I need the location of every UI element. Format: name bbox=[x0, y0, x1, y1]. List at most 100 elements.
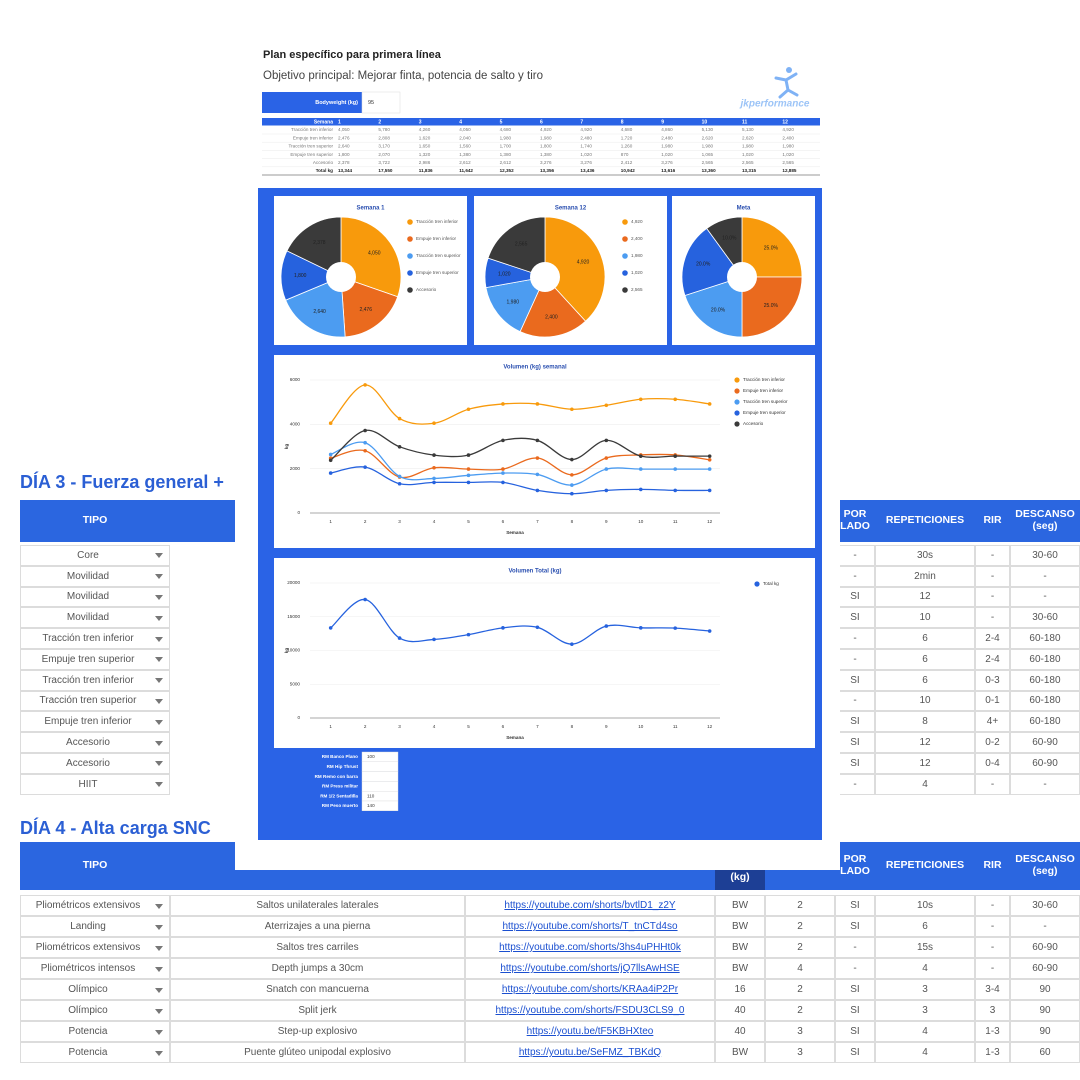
rm-label: RM Hip Thrust bbox=[327, 764, 359, 769]
type-dropdown: Olímpico bbox=[20, 979, 170, 1000]
pie-hole bbox=[326, 262, 356, 292]
table-cell: SI bbox=[835, 916, 875, 937]
table-cell: 3,722 bbox=[378, 160, 390, 165]
table-cell: 6 bbox=[875, 628, 975, 649]
type-dropdown: Pliométricos extensivos bbox=[20, 937, 170, 958]
table-cell: 2,640 bbox=[338, 144, 350, 149]
legend-swatch bbox=[407, 270, 413, 276]
pie-hole bbox=[530, 262, 560, 292]
legend-swatch bbox=[734, 421, 740, 427]
data-point bbox=[328, 452, 333, 457]
data-label: 4,050 bbox=[368, 251, 381, 257]
data-label: 2,378 bbox=[313, 240, 326, 246]
table-cell: 2,378 bbox=[338, 160, 350, 165]
data-point bbox=[397, 416, 402, 421]
table-cell: 12 bbox=[875, 753, 975, 774]
data-point bbox=[432, 637, 436, 642]
legend-swatch bbox=[622, 236, 628, 242]
table-cell: https://youtube.com/shorts/3hs4uPHHt0k bbox=[465, 937, 715, 958]
pie-slice bbox=[519, 276, 587, 338]
legend-swatch bbox=[407, 236, 413, 242]
table-cell: 1,980 bbox=[661, 144, 673, 149]
table-cell: Saltos tres carriles bbox=[170, 937, 465, 958]
legend-swatch bbox=[622, 219, 628, 225]
table-cell: 1,980 bbox=[500, 135, 512, 140]
legend-swatch bbox=[754, 581, 760, 587]
row-label: Total kg bbox=[316, 168, 333, 173]
row-label: Empuje tren inferior bbox=[293, 135, 334, 140]
data-point bbox=[363, 383, 367, 387]
y-tick-label: 20000 bbox=[287, 580, 300, 585]
rm-label: RM Peso muerto bbox=[322, 803, 358, 808]
table-cell: BW bbox=[715, 1042, 765, 1063]
data-point bbox=[638, 467, 643, 471]
type-dropdown: Pliométricos intensos bbox=[20, 958, 170, 979]
table-cell: 3 bbox=[765, 1042, 835, 1063]
data-point bbox=[638, 626, 643, 630]
data-point bbox=[432, 465, 436, 470]
x-tick-label: 4 bbox=[433, 519, 436, 524]
table-cell: 1,800 bbox=[338, 152, 350, 157]
y-tick-label: 6000 bbox=[290, 377, 301, 382]
table-cell: https://youtube.com/shorts/KRAa4iP2Pr bbox=[465, 979, 715, 1000]
table-cell: - bbox=[975, 607, 1010, 629]
data-point bbox=[570, 491, 574, 496]
type-dropdown: Potencia bbox=[20, 1042, 170, 1063]
type-dropdown: Movilidad bbox=[20, 565, 170, 587]
table-cell: 2,480 bbox=[661, 135, 673, 140]
table-cell: SI bbox=[835, 979, 875, 1000]
data-point bbox=[363, 428, 367, 433]
row-label: Tracción tren superior bbox=[288, 144, 333, 149]
table-cell: 16 bbox=[715, 979, 765, 1000]
day4-title: DÍA 4 - Alta carga SNC bbox=[20, 818, 211, 838]
data-point bbox=[604, 438, 609, 443]
series-line bbox=[330, 598, 710, 645]
data-label: 2,400 bbox=[545, 315, 558, 321]
table-cell: 2,040 bbox=[459, 135, 471, 140]
table-cell: 4 bbox=[875, 958, 975, 979]
legend-label: Tracción tren inferior bbox=[416, 219, 458, 224]
table-cell: 2min bbox=[875, 565, 975, 587]
column-header: DESCANSO (seg) bbox=[1015, 853, 1075, 877]
legend-swatch bbox=[622, 270, 628, 276]
table-cell: 1,740 bbox=[580, 144, 592, 149]
data-point bbox=[707, 488, 712, 493]
column-header: TIPO bbox=[82, 514, 108, 527]
table-cell: 2,986 bbox=[419, 160, 431, 165]
pie-slice bbox=[487, 216, 546, 278]
pie-slice bbox=[741, 216, 803, 278]
table-cell: 13,436 bbox=[580, 168, 594, 173]
table-cell: 0-4 bbox=[975, 753, 1010, 774]
bodyweight-label: Bodyweight (kg) bbox=[315, 100, 358, 106]
table-cell: 5,780 bbox=[378, 127, 390, 132]
y-axis-label: kg bbox=[284, 444, 289, 450]
x-tick-label: 1 bbox=[329, 724, 332, 729]
table-cell: 1,380 bbox=[540, 152, 552, 157]
pie-slice bbox=[741, 276, 803, 338]
table-cell: 4,920 bbox=[782, 127, 794, 132]
data-point bbox=[466, 632, 471, 637]
table-cell: 2,412 bbox=[621, 160, 633, 165]
y-tick-label: 5000 bbox=[290, 681, 301, 686]
data-point bbox=[501, 402, 505, 406]
pie-slice bbox=[285, 276, 346, 338]
table-cell: 3,276 bbox=[540, 160, 552, 165]
bodyweight-label-cell bbox=[262, 92, 362, 113]
table-cell: 1,650 bbox=[419, 144, 431, 149]
table-cell: 4 bbox=[765, 958, 835, 979]
chart-card bbox=[274, 558, 815, 748]
table-cell: 4,050 bbox=[459, 127, 471, 132]
y-tick-label: 15000 bbox=[287, 614, 300, 619]
series-line bbox=[330, 466, 710, 495]
rm-label: RM Press militar bbox=[322, 784, 358, 789]
column-header: POR LADO bbox=[840, 853, 870, 877]
logo-text: jkperformance bbox=[739, 99, 810, 110]
table-cell: Puente glúteo unipodal explosivo bbox=[170, 1042, 465, 1063]
series-line bbox=[330, 441, 710, 486]
table-cell: - bbox=[975, 773, 1010, 795]
bodyweight-value: 95 bbox=[368, 100, 374, 106]
legend-label: Total kg bbox=[763, 581, 779, 586]
table-cell: 2,612 bbox=[500, 160, 512, 165]
data-point bbox=[397, 636, 402, 640]
